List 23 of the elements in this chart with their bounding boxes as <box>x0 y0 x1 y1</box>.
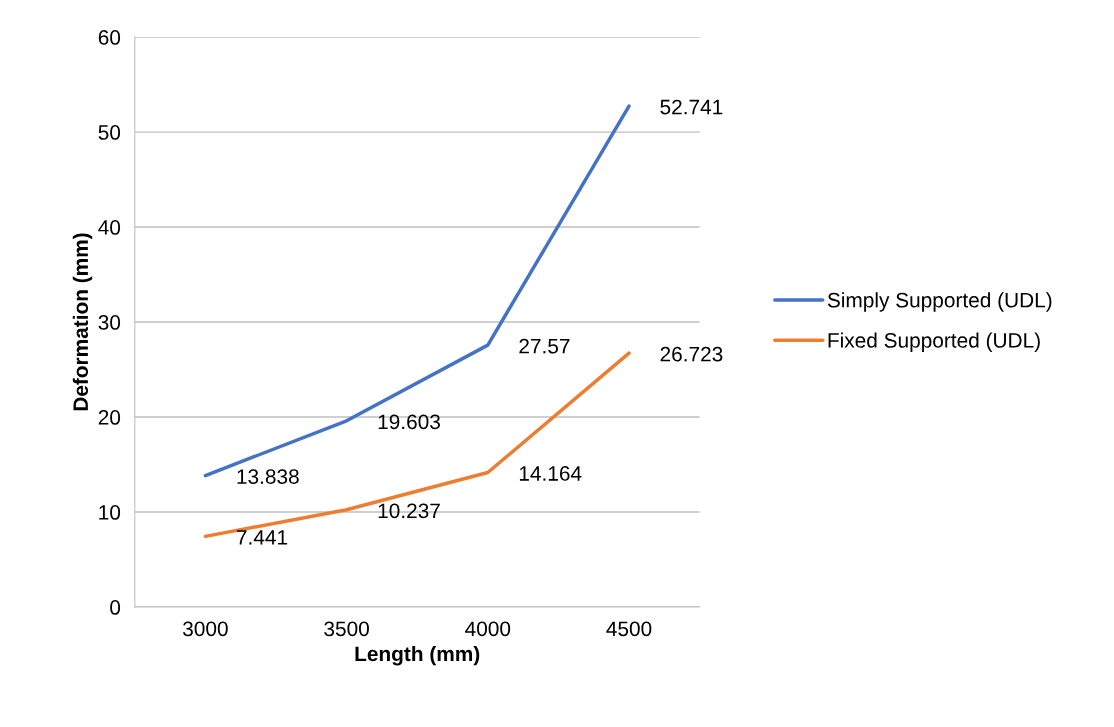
x-tick-label: 4000 <box>465 621 511 637</box>
y-tick-label: 10 <box>99 505 121 520</box>
y-tick-label: 20 <box>98 410 121 425</box>
data-label: 52.741 <box>660 99 723 115</box>
data-label: 26.723 <box>660 346 723 362</box>
data-label: 13.838 <box>237 469 299 484</box>
data-label: 10.237 <box>378 503 440 519</box>
y-tick-label: 50 <box>98 125 121 140</box>
y-tick-label: 30 <box>98 315 121 330</box>
x-axis-title: Length (mm) <box>355 645 480 666</box>
y-tick-label: 60 <box>98 30 121 45</box>
y-axis-title: Deformation (mm) <box>72 233 93 411</box>
legend-label: Fixed Supported (UDL) <box>828 332 1040 352</box>
data-label: 19.603 <box>378 414 440 430</box>
legend-label: Simply Supported (UDL) <box>827 292 1052 312</box>
data-label: 27.57 <box>519 338 570 354</box>
data-label: 7.441 <box>237 530 288 545</box>
x-tick-label: 3000 <box>183 621 228 637</box>
data-label: 14.164 <box>519 466 582 481</box>
x-tick-label: 4500 <box>606 621 652 637</box>
x-tick-label: 3500 <box>324 621 369 637</box>
y-tick-label: 40 <box>98 220 121 235</box>
y-tick-label: 0 <box>110 600 121 615</box>
